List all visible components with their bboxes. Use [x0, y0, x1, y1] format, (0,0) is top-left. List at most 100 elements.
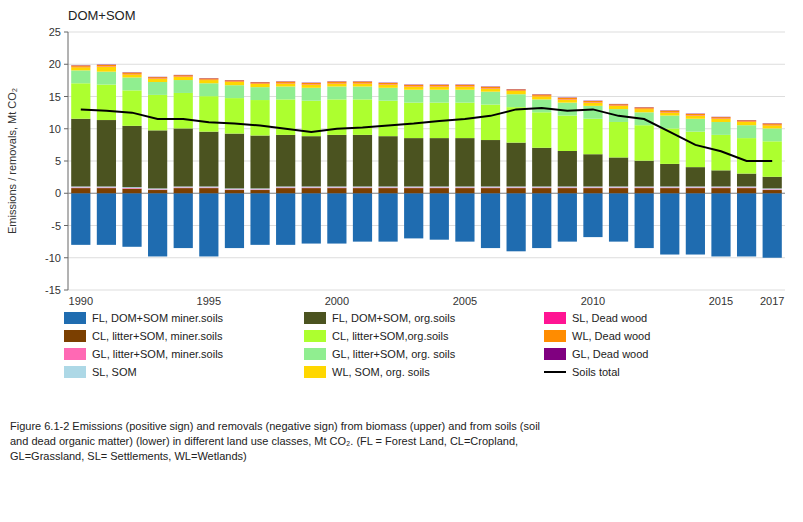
bar — [686, 187, 705, 189]
bar — [174, 128, 193, 186]
bar — [148, 78, 167, 79]
bar — [430, 90, 449, 103]
bar — [711, 118, 730, 119]
bar — [250, 84, 269, 87]
bar — [276, 82, 295, 83]
bar — [532, 193, 551, 248]
bar — [583, 188, 602, 193]
bar — [225, 98, 244, 133]
bar — [609, 187, 628, 189]
bar — [609, 188, 628, 193]
bar — [199, 78, 218, 79]
bar — [122, 188, 141, 190]
bar — [71, 83, 90, 118]
bar — [660, 111, 679, 112]
bar — [71, 65, 90, 66]
bar — [558, 193, 577, 241]
bar — [404, 193, 423, 238]
bar — [737, 138, 756, 173]
bar — [583, 119, 602, 154]
x-tick-label: 2017 — [760, 295, 784, 307]
bar — [532, 188, 551, 193]
bar — [199, 78, 218, 79]
bar — [353, 187, 372, 189]
y-tick — [64, 96, 68, 97]
grid-line — [68, 32, 785, 33]
bar — [327, 188, 346, 193]
bar — [763, 189, 782, 191]
bar — [686, 114, 705, 115]
bar — [378, 82, 397, 83]
bar — [174, 93, 193, 128]
bar — [635, 107, 654, 108]
bar — [276, 82, 295, 83]
bar — [635, 107, 654, 108]
bar — [507, 89, 526, 90]
bar — [71, 193, 90, 245]
bar — [609, 106, 628, 109]
legend-label: FL, DOM+SOM miner.soils — [92, 312, 224, 324]
bar — [378, 83, 397, 84]
bar — [122, 73, 141, 74]
bar — [737, 122, 756, 125]
bar — [737, 121, 756, 122]
bar — [455, 85, 474, 86]
bar — [660, 193, 679, 254]
y-tick-label: 5 — [55, 155, 61, 167]
bar — [250, 136, 269, 189]
bar — [327, 81, 346, 82]
bar — [532, 95, 551, 96]
legend-swatch — [64, 330, 86, 342]
y-tick — [64, 128, 68, 129]
bar — [711, 170, 730, 186]
bar — [404, 138, 423, 186]
legend-label: SL, SOM — [92, 366, 137, 378]
legend-swatch — [304, 312, 326, 324]
bar — [481, 88, 500, 89]
bar — [711, 122, 730, 135]
axes: -15-10-505101520251990199520002005201020… — [45, 26, 785, 307]
bar — [250, 100, 269, 135]
bar — [660, 188, 679, 193]
bar — [558, 99, 577, 102]
bar — [507, 187, 526, 189]
y-tick — [64, 290, 68, 291]
x-tick-label: 2010 — [581, 295, 605, 307]
bar — [711, 188, 730, 193]
bar — [430, 193, 449, 239]
bar — [174, 76, 193, 77]
bar — [507, 188, 526, 193]
bar — [763, 193, 782, 258]
bar — [635, 108, 654, 109]
legend-label: Soils total — [572, 366, 620, 378]
bar — [583, 193, 602, 237]
bar — [97, 64, 116, 65]
bar-series — [71, 186, 782, 189]
bar — [763, 141, 782, 176]
bar — [276, 81, 295, 82]
bar — [583, 103, 602, 106]
bar — [250, 83, 269, 84]
bar — [660, 187, 679, 189]
bar — [737, 193, 756, 256]
bar — [737, 120, 756, 121]
bar — [302, 193, 321, 243]
bar — [122, 74, 141, 77]
bar — [686, 188, 705, 193]
bar — [378, 187, 397, 189]
y-tick — [64, 64, 68, 65]
bar — [71, 188, 90, 193]
bar — [711, 187, 730, 189]
bar — [199, 132, 218, 187]
bar — [455, 84, 474, 85]
legend-swatch — [304, 348, 326, 360]
bar — [558, 98, 577, 99]
bar — [558, 187, 577, 189]
bar-series — [71, 83, 782, 177]
bar — [711, 119, 730, 122]
x-tick-label: 2000 — [325, 295, 349, 307]
title: DOM+SOM — [68, 8, 136, 23]
bar — [71, 66, 90, 67]
bar — [250, 82, 269, 83]
bar — [122, 72, 141, 73]
